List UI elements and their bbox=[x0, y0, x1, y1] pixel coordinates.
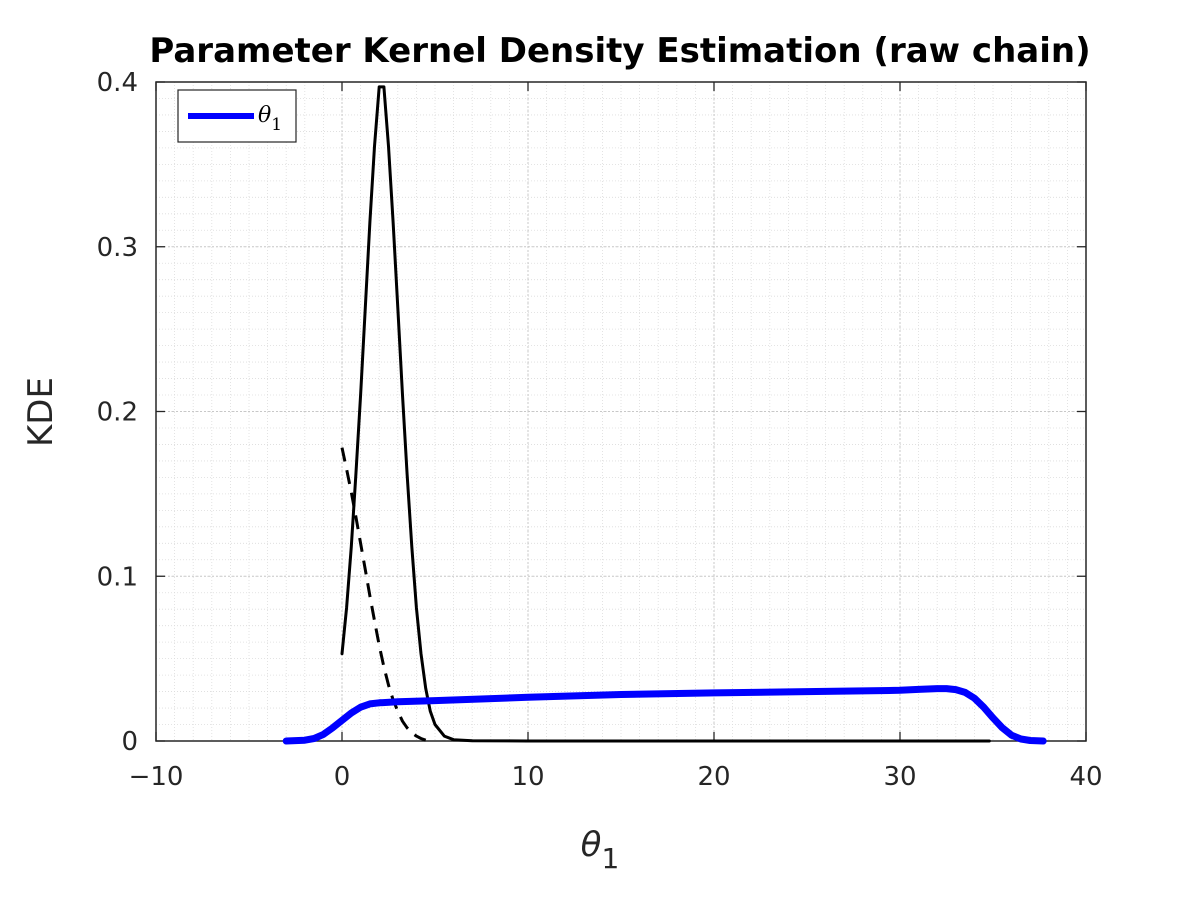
x-tick-label: 10 bbox=[511, 762, 544, 792]
y-tick-label: 0.4 bbox=[97, 68, 138, 98]
y-tick-label: 0.1 bbox=[97, 562, 138, 592]
x-axis-label-subscript: 1 bbox=[601, 842, 619, 875]
y-tick-labels: 0 0.1 0.2 0.3 0.4 bbox=[97, 68, 138, 757]
series-line-black-solid bbox=[340, 85, 991, 743]
legend-label-theta1: θ1 bbox=[258, 103, 282, 135]
x-tick-label: −10 bbox=[129, 762, 184, 792]
series-line-black-dashed bbox=[340, 447, 427, 742]
series-line-theta1 bbox=[282, 685, 1047, 745]
x-axis-label-symbol: θ bbox=[581, 825, 602, 865]
y-tick-label: 0.2 bbox=[97, 398, 138, 428]
tick-marks bbox=[155, 81, 1087, 742]
major-grid bbox=[156, 82, 1086, 741]
y-axis-label: KDE bbox=[21, 377, 61, 447]
legend-label-symbol: θ bbox=[258, 103, 271, 128]
x-axis-label: θ1 bbox=[581, 825, 620, 875]
x-tick-label: 40 bbox=[1069, 762, 1102, 792]
y-tick-label: 0.3 bbox=[97, 233, 138, 263]
x-tick-label: 0 bbox=[334, 762, 351, 792]
chart-title: Parameter Kernel Density Estimation (raw… bbox=[149, 31, 1090, 71]
y-tick-label: 0 bbox=[121, 727, 138, 757]
x-tick-label: 20 bbox=[697, 762, 730, 792]
x-tick-labels: −10 0 10 20 30 40 bbox=[129, 762, 1103, 792]
series-layer bbox=[282, 85, 1047, 745]
legend: θ1 bbox=[177, 89, 297, 143]
x-tick-label: 30 bbox=[883, 762, 916, 792]
legend-label-subscript: 1 bbox=[271, 115, 282, 135]
